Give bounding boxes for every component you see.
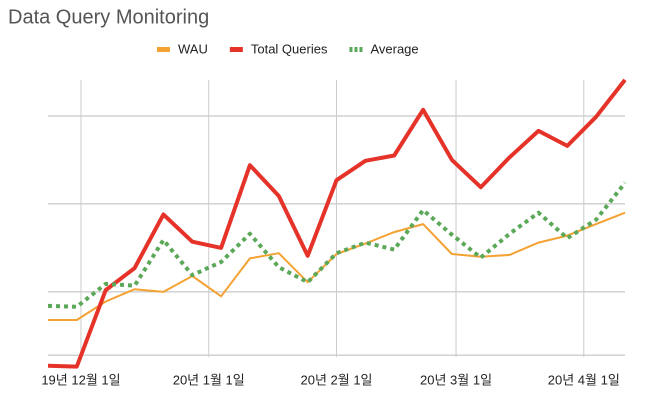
legend-label: WAU bbox=[178, 41, 208, 56]
legend-label: Average bbox=[370, 41, 418, 56]
legend-swatch bbox=[157, 47, 170, 52]
series-line bbox=[47, 181, 627, 309]
x-tick-label: 20년 1월 1일 bbox=[173, 372, 245, 387]
legend-swatch bbox=[359, 47, 363, 52]
legend-swatch bbox=[349, 47, 353, 52]
x-tick-label: 19년 12월 1일 bbox=[41, 372, 120, 387]
x-tick-label: 20년 4월 1일 bbox=[548, 372, 620, 387]
x-tick-label: 20년 3월 1일 bbox=[420, 372, 492, 387]
series-line bbox=[48, 211, 626, 321]
legend-label: Total Queries bbox=[251, 41, 328, 56]
x-tick-label: 20년 2월 1일 bbox=[300, 372, 372, 387]
chart-title: Data Query Monitoring bbox=[8, 6, 209, 28]
legend-swatch bbox=[229, 47, 243, 52]
series-line bbox=[47, 78, 627, 369]
legend-swatch bbox=[354, 47, 358, 52]
